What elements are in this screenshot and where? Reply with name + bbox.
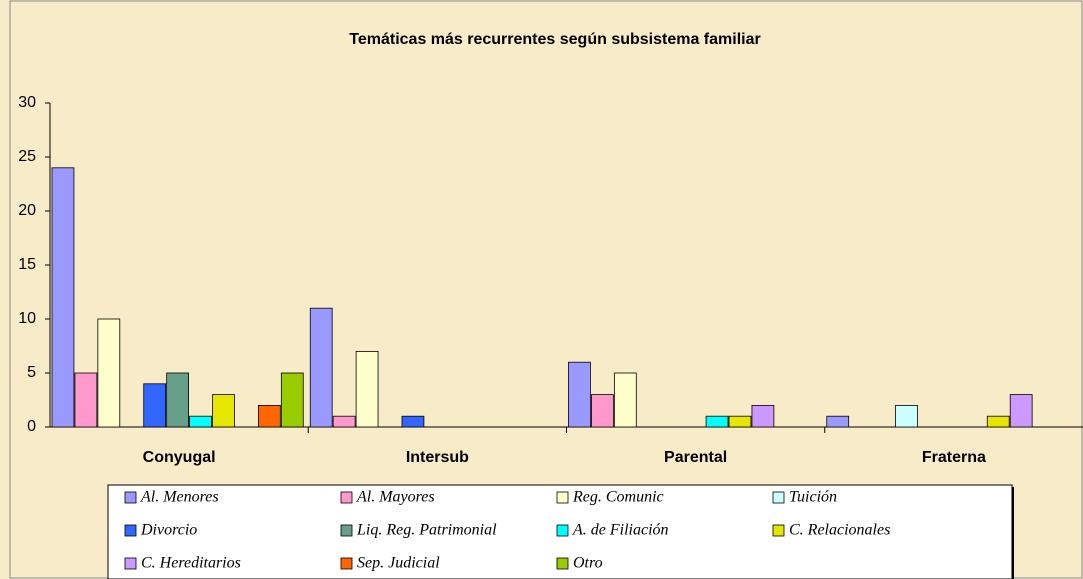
legend-swatch (340, 524, 353, 537)
bar (355, 350, 379, 428)
legend-label: Divorcio (140, 522, 197, 539)
legend-swatch (124, 491, 137, 504)
bar (97, 318, 121, 428)
bar (332, 415, 356, 428)
bar (401, 415, 425, 428)
legend-label: Al. Menores (140, 489, 219, 506)
chart-title: Temáticas más recurrentes según subsiste… (349, 31, 760, 48)
bar (1009, 394, 1033, 428)
bar (705, 415, 729, 428)
legend-swatch (124, 557, 137, 570)
legend-swatch (340, 491, 353, 504)
bar (568, 361, 591, 428)
legend-label: C. Hereditarios (141, 555, 241, 572)
y-tick-label: 5 (27, 364, 36, 381)
y-tick-label: 15 (18, 256, 36, 273)
y-tick-label: 10 (18, 310, 36, 327)
bar (51, 167, 75, 428)
legend-swatch (124, 524, 137, 537)
x-tick-label: Conyugal (143, 449, 216, 466)
legend-label: C. Relacionales (789, 522, 890, 539)
legend-swatch (556, 524, 569, 537)
bar (74, 372, 98, 428)
legend-swatch (556, 491, 569, 504)
legend-label: A. de Filiación (572, 522, 669, 539)
bar (895, 404, 918, 428)
legend-swatch (772, 524, 785, 537)
legend-label: Reg. Comunic (572, 489, 664, 506)
legend-label: Tuición (789, 489, 837, 506)
bar (212, 394, 235, 428)
legend-label: Al. Mayores (356, 489, 435, 506)
legend-label: Sep. Judicial (357, 555, 440, 572)
y-tick-label: 0 (27, 418, 36, 435)
bar (166, 372, 189, 428)
bar (309, 307, 333, 428)
legend-swatch (772, 491, 785, 504)
bar (189, 415, 212, 428)
bar (280, 372, 304, 428)
x-tick-label: Fraterna (922, 449, 986, 466)
bar (613, 372, 637, 428)
bar (728, 415, 752, 428)
legend-label: Otro (573, 555, 603, 572)
y-tick-label: 30 (18, 94, 36, 111)
x-tick-label: Intersub (406, 449, 469, 466)
bar (257, 404, 281, 428)
legend-swatch (340, 557, 353, 570)
bar (751, 404, 775, 428)
legend-swatch (556, 557, 569, 570)
y-tick-label: 25 (18, 148, 36, 165)
y-tick-label: 20 (18, 202, 36, 219)
bar (826, 415, 850, 428)
legend-label: Liq. Reg. Patrimonial (356, 522, 497, 539)
bar (143, 383, 167, 428)
chart-frame (9, 0, 1083, 579)
x-tick-label: Parental (664, 449, 727, 466)
bar (986, 415, 1010, 428)
bar (591, 394, 614, 428)
